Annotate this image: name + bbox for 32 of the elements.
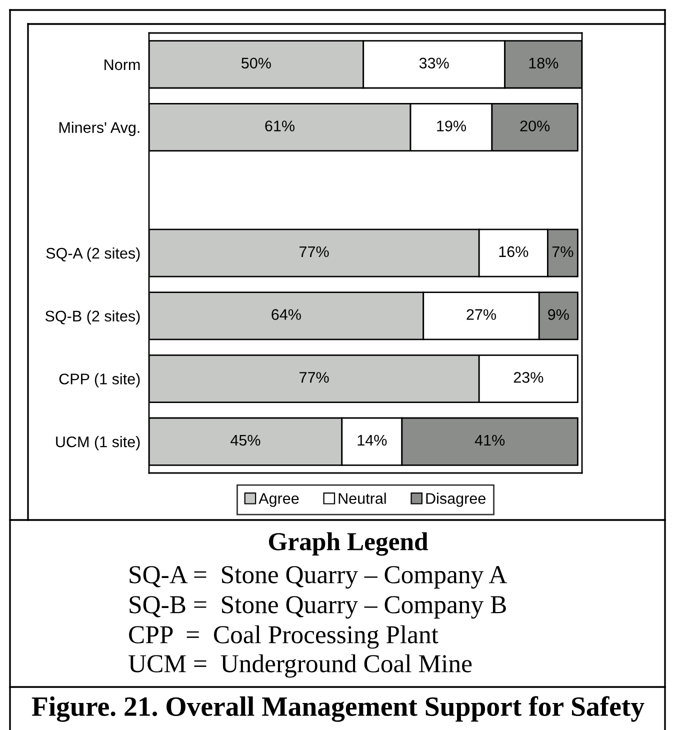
data-label: 27% [466,309,496,320]
legend-label: Disagree [426,492,486,507]
data-label: 20% [520,120,550,132]
text: CPP = Coal Processing Plant [129,625,438,649]
y-tick-label: Norm [104,59,140,70]
data-label: 18% [529,58,558,69]
y-tick-label: Miners' Avg. [59,122,140,136]
data-label: 33% [419,58,449,69]
legend-label: Agree [258,493,299,507]
y-tick-label: UCM (1 site) [56,436,140,450]
data-label: 41% [474,434,505,446]
y-tick-label: SQ-A (2 sites) [46,247,140,262]
text: Figure. 21. Overall Management Support for Safety [32,696,644,722]
data-label: 77% [300,372,329,383]
data-label: 23% [514,372,544,383]
text: SQ-A = Stone Quarry – Company A [130,566,508,589]
y-tick-label: CPP (1 site) [59,373,140,388]
data-label: 50% [242,58,271,69]
text: UCM = Underground Coal Mine [128,654,472,678]
data-label: 19% [437,120,466,132]
legend-label: Neutral [338,492,386,504]
data-label: 16% [499,246,528,258]
data-label: 9% [548,309,569,320]
data-label: 45% [230,434,260,446]
data-label: 61% [265,120,295,132]
data-label: 64% [272,309,301,320]
text: SQ-B = Stone Quarry – Company B [130,596,506,619]
data-label: 7% [552,246,574,258]
data-label: 77% [300,246,329,258]
data-label: 14% [358,434,387,446]
y-tick-label: SQ-B (2 sites) [45,310,140,325]
text: Graph Legend [268,532,428,556]
